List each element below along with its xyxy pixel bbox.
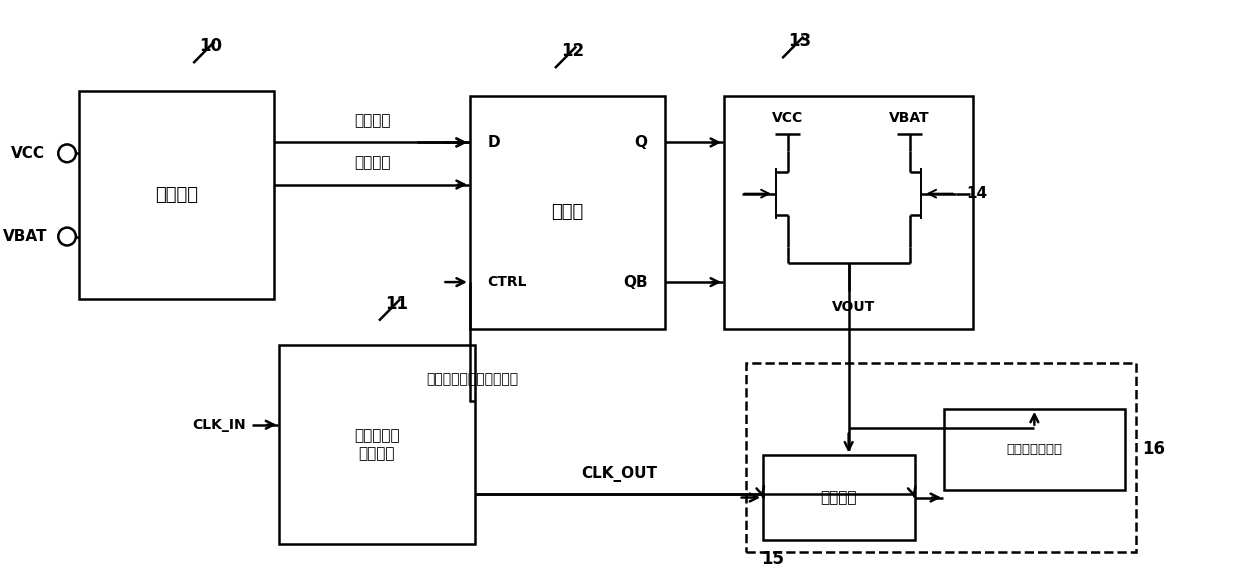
Text: CLK_OUT: CLK_OUT bbox=[580, 466, 657, 482]
Text: VBAT: VBAT bbox=[889, 111, 930, 124]
Text: 时钟沿状态
指示电路: 时钟沿状态 指示电路 bbox=[355, 428, 399, 461]
Bar bbox=[79, 91, 274, 299]
Text: CLK_IN: CLK_IN bbox=[192, 418, 246, 432]
Text: 实时时钟: 实时时钟 bbox=[821, 490, 857, 505]
Text: VBAT: VBAT bbox=[2, 229, 47, 244]
Text: VCC: VCC bbox=[11, 146, 45, 161]
Bar bbox=[746, 363, 1136, 551]
Text: D: D bbox=[487, 135, 500, 150]
Text: Q: Q bbox=[635, 135, 647, 150]
Text: 11: 11 bbox=[384, 295, 408, 313]
Circle shape bbox=[58, 144, 76, 162]
Text: 不掉电数字电路: 不掉电数字电路 bbox=[1007, 443, 1063, 456]
Text: CTRL: CTRL bbox=[487, 275, 527, 289]
Text: 选择电路: 选择电路 bbox=[155, 186, 198, 204]
Text: 15: 15 bbox=[761, 551, 785, 568]
Text: VOUT: VOUT bbox=[832, 300, 875, 314]
Bar bbox=[279, 346, 475, 544]
Bar bbox=[470, 96, 666, 329]
Text: QB: QB bbox=[624, 274, 647, 290]
Bar bbox=[724, 96, 973, 329]
Text: VCC: VCC bbox=[773, 111, 804, 124]
Text: 选择信号: 选择信号 bbox=[353, 155, 391, 171]
Text: 12: 12 bbox=[560, 42, 584, 60]
Text: 选择信号: 选择信号 bbox=[353, 113, 391, 128]
Text: 锁存器: 锁存器 bbox=[552, 203, 584, 221]
Text: 13: 13 bbox=[789, 32, 811, 50]
Bar bbox=[944, 409, 1125, 490]
Text: 14: 14 bbox=[967, 186, 988, 201]
Text: 16: 16 bbox=[1142, 440, 1166, 458]
Text: 10: 10 bbox=[200, 37, 222, 55]
Text: 时钟触发沿状态指示信号: 时钟触发沿状态指示信号 bbox=[427, 372, 518, 386]
Circle shape bbox=[58, 228, 76, 245]
Bar bbox=[763, 456, 915, 540]
